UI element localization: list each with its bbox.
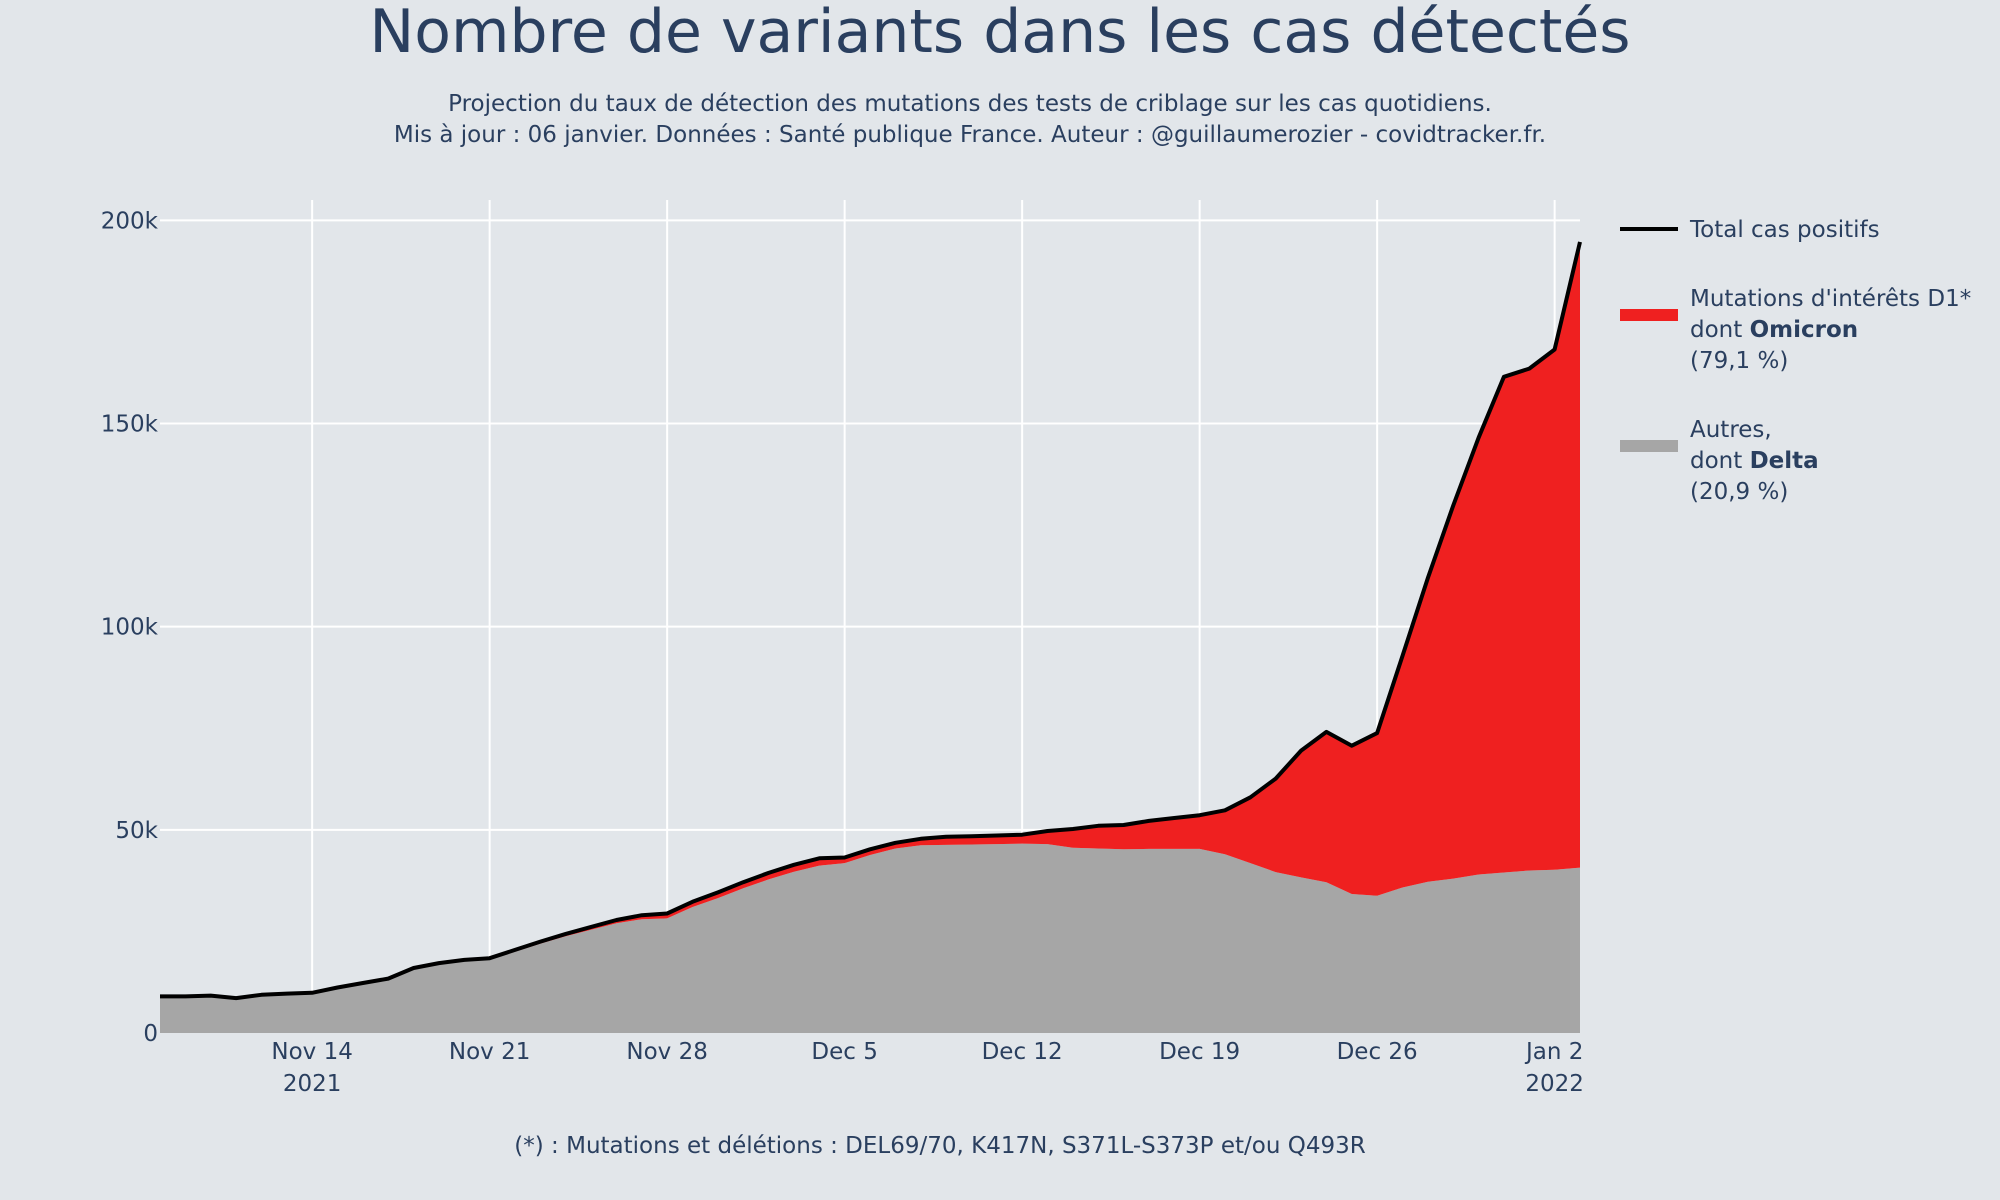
x-tick-label: Jan 2 <box>1524 1039 1583 1065</box>
chart-subtitle-line-2: Mis à jour : 06 janvier. Données : Santé… <box>394 122 1546 148</box>
chart-title: Nombre de variants dans les cas détectés <box>369 0 1630 67</box>
legend-sublabel: dont Omicron <box>1690 317 1858 343</box>
y-tick-label: 150k <box>101 411 159 437</box>
legend: Total cas positifs Mutations d'intérêts D… <box>1620 217 1971 505</box>
x-tick-label: Nov 21 <box>449 1039 530 1065</box>
x-tick-year-label: 2022 <box>1525 1071 1584 1097</box>
x-tick-label: Nov 28 <box>626 1039 707 1065</box>
y-axis: 0 50k 100k 150k 200k <box>101 208 159 1047</box>
x-tick-label: Dec 26 <box>1337 1039 1418 1065</box>
line-total-cas-positifs <box>160 241 1582 1001</box>
chart-subtitle-line-1: Projection du taux de détection des muta… <box>448 91 1492 117</box>
legend-percentage: (79,1 %) <box>1690 348 1788 374</box>
legend-sublabel-prefix: dont <box>1690 317 1750 343</box>
x-tick-label: Dec 19 <box>1159 1039 1240 1065</box>
legend-sublabel: dont Delta <box>1690 448 1819 474</box>
x-tick-label: Nov 14 <box>271 1039 352 1065</box>
legend-swatch-delta <box>1620 440 1678 452</box>
legend-label: Autres, <box>1690 417 1772 443</box>
x-tick-label: Dec 12 <box>982 1039 1063 1065</box>
x-axis: Nov 14 2021 Nov 21 Nov 28 Dec 5 Dec 12 Dec 19 D… <box>271 1039 1584 1097</box>
legend-sublabel-prefix: dont <box>1690 448 1750 474</box>
legend-label: Mutations d'intérêts D1* <box>1690 286 1971 312</box>
y-tick-label: 50k <box>115 818 158 844</box>
y-tick-label: 100k <box>101 615 159 641</box>
y-tick-label: 0 <box>143 1021 158 1047</box>
chart-footnote: (*) : Mutations et délétions : DEL69/70,… <box>514 1133 1365 1159</box>
legend-variant-name: Delta <box>1750 448 1819 474</box>
legend-label-total: Total cas positifs <box>1689 217 1880 243</box>
area-autres-delta <box>160 843 1580 1033</box>
x-tick-year-label: 2021 <box>283 1071 342 1097</box>
y-tick-label: 200k <box>101 208 159 234</box>
legend-percentage: (20,9 %) <box>1690 479 1788 505</box>
x-tick-label: Dec 5 <box>811 1039 877 1065</box>
stacked-areas <box>160 241 1582 1033</box>
legend-swatch-omicron <box>1620 309 1678 321</box>
legend-variant-name: Omicron <box>1750 317 1859 343</box>
